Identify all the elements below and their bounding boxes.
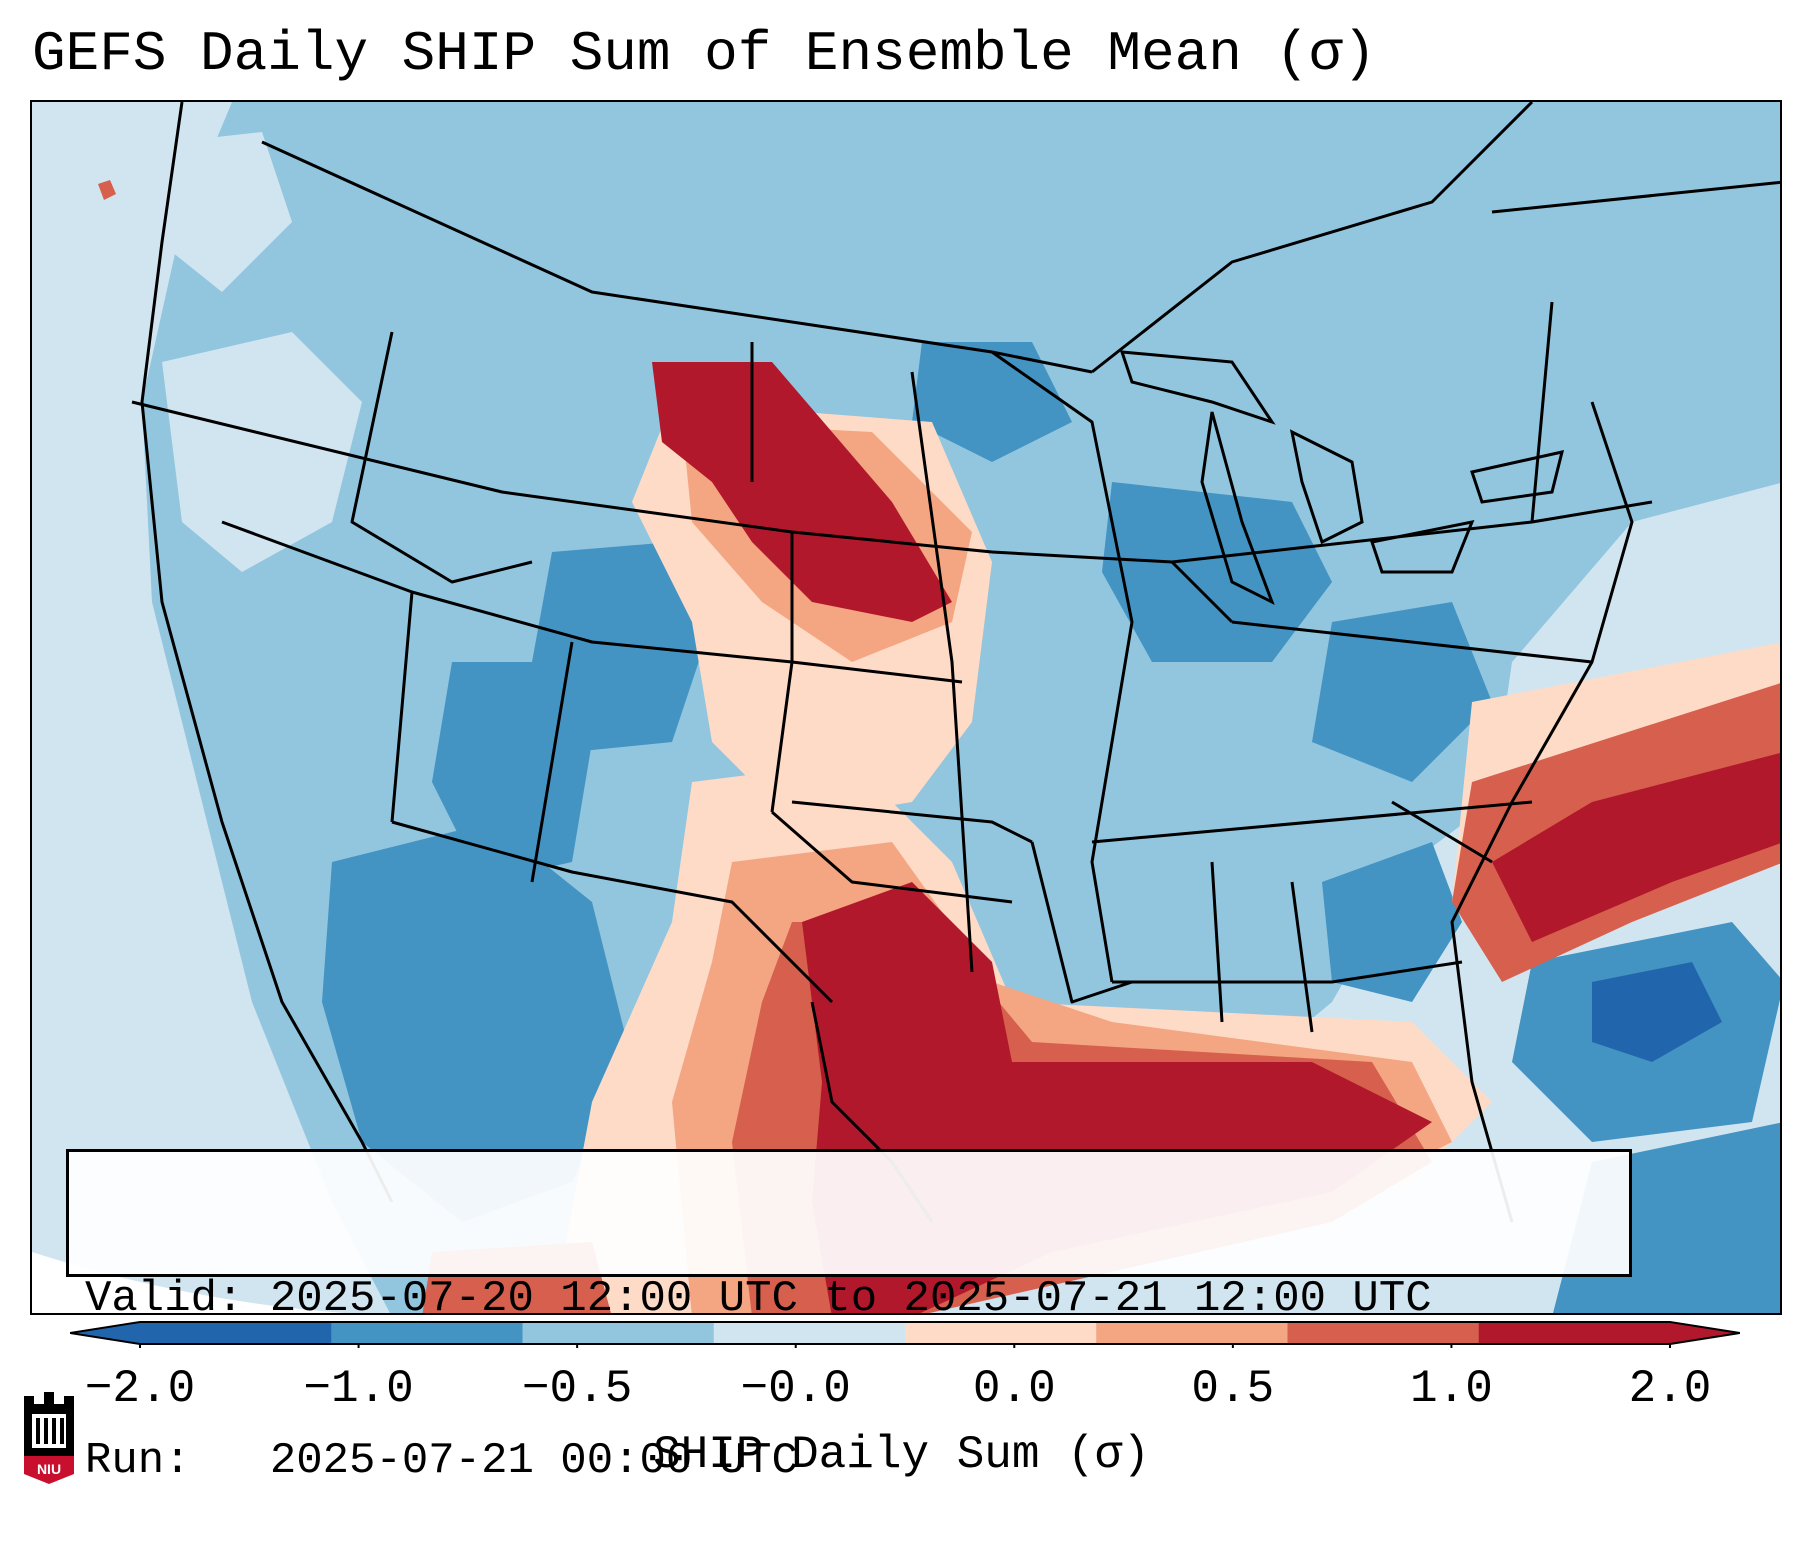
colorbar-tick-label: 0.5 bbox=[1191, 1363, 1275, 1415]
map-canvas bbox=[32, 102, 1780, 1313]
state-boundaries bbox=[131, 102, 1780, 1223]
colorbar-segment bbox=[713, 1322, 906, 1344]
map-panel[interactable] bbox=[30, 100, 1782, 1315]
colorbar-tick-label: 2.0 bbox=[1628, 1363, 1712, 1415]
page-title: GEFS Daily SHIP Sum of Ensemble Mean (σ) bbox=[32, 22, 1377, 86]
colorbar-tick-label: −0.0 bbox=[740, 1363, 851, 1415]
field-negative-southwest bbox=[322, 822, 632, 1222]
great-lakes bbox=[1119, 350, 1565, 606]
run-time-line: Run: 2025-07-21 00:00 UTC bbox=[85, 1434, 1629, 1488]
field-positive-pacific-speck bbox=[98, 180, 116, 200]
projection-edge bbox=[32, 1252, 345, 1313]
colorbar-segment bbox=[140, 1322, 332, 1344]
field-weak-negative-west bbox=[162, 332, 362, 572]
run-info-box: Valid: 2025-07-20 12:00 UTC to 2025-07-2… bbox=[66, 1149, 1632, 1486]
field-weak-negative-nw bbox=[172, 132, 292, 292]
colorbar-tick-label: −1.0 bbox=[303, 1363, 414, 1415]
valid-label: Valid: bbox=[85, 1274, 244, 1324]
run-value: 2025-07-21 00:00 UTC bbox=[269, 1436, 798, 1486]
colorbar-tick-label: −2.0 bbox=[84, 1363, 196, 1415]
colorbar-segment bbox=[1287, 1322, 1480, 1344]
field-negative-upper-midwest bbox=[912, 342, 1072, 462]
colorbar-segment bbox=[522, 1322, 715, 1344]
colorbar-segment bbox=[1478, 1322, 1671, 1344]
colorbar-tick-label: −0.5 bbox=[521, 1363, 633, 1415]
valid-value: 2025-07-20 12:00 UTC to 2025-07-21 12:00… bbox=[269, 1274, 1432, 1324]
field-negative-central-rockies bbox=[532, 542, 712, 752]
colorbar-segment bbox=[905, 1322, 1097, 1344]
field-strong-negative-atlantic bbox=[1592, 962, 1722, 1062]
run-label: Run: bbox=[85, 1436, 191, 1486]
colorbar bbox=[70, 1321, 1740, 1348]
niu-logo-icon: NIU bbox=[24, 1392, 74, 1484]
colorbar-extend-low bbox=[70, 1322, 140, 1344]
field-negative-four-corners bbox=[432, 662, 592, 882]
valid-time-line: Valid: 2025-07-20 12:00 UTC to 2025-07-2… bbox=[85, 1272, 1629, 1326]
niu-logo-text: NIU bbox=[37, 1461, 61, 1477]
colorbar-extend-high bbox=[1670, 1322, 1740, 1344]
field-negative-southeast bbox=[1322, 842, 1462, 1002]
colorbar-tick-label: 1.0 bbox=[1410, 1363, 1493, 1415]
field-strong-positive-dakotas bbox=[652, 362, 952, 622]
field-negative-ohio-valley bbox=[1102, 482, 1332, 662]
colorbar-tick-label: 0.0 bbox=[972, 1363, 1056, 1415]
colorbar-label: SHIP Daily Sum (σ) bbox=[653, 1429, 1150, 1481]
field-strong-positive-atlantic bbox=[1492, 753, 1780, 942]
colorbar-segment bbox=[331, 1322, 523, 1344]
colorbar-segment bbox=[1096, 1322, 1288, 1344]
